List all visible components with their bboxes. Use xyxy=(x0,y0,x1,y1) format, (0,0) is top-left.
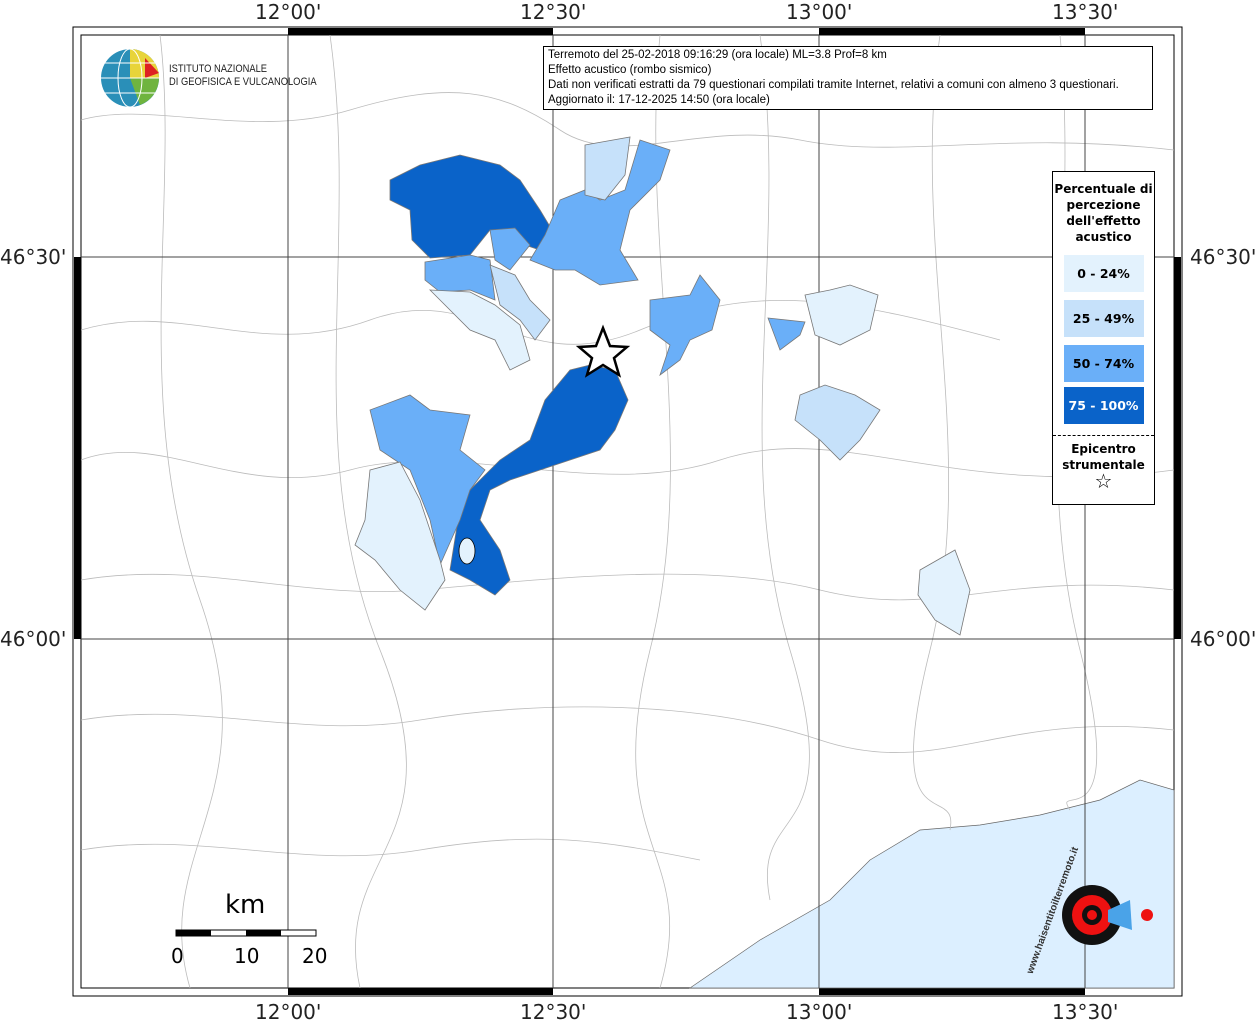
intensity-areas xyxy=(354,136,971,636)
watermark-logo xyxy=(1062,885,1153,945)
lon-label-bottom: 13°00' xyxy=(786,1000,853,1024)
lon-label-top: 12°00' xyxy=(255,0,322,24)
legend-epicenter: Epicentro strumentale ☆ xyxy=(1053,435,1154,493)
area-25-49 xyxy=(794,384,881,461)
grid xyxy=(81,35,1174,988)
area-0-24 xyxy=(354,461,446,611)
lat-label-left: 46°00' xyxy=(0,627,67,651)
area-0-24 xyxy=(917,549,971,636)
area-50-74 xyxy=(649,274,721,377)
lon-label-top: 12°30' xyxy=(520,0,587,24)
area-50-74 xyxy=(767,317,806,351)
area-25-49 xyxy=(489,264,551,341)
epicenter-star-icon xyxy=(575,324,631,378)
ingv-globe-icon xyxy=(101,48,159,108)
scale-unit: km xyxy=(225,890,266,920)
legend-class-75-100: 75 - 100% xyxy=(1063,387,1144,424)
data-note: Dati non verificati estratti da 79 quest… xyxy=(548,79,1119,91)
ingv-logo-text: ISTITUTO NAZIONALE DI GEOFISICA E VULCANO… xyxy=(169,63,317,88)
lat-label-left: 46°30' xyxy=(0,245,67,269)
event-info-box: Terremoto del 25-02-2018 09:16:29 (ora l… xyxy=(543,46,1153,110)
area-0-24 xyxy=(804,284,879,346)
legend-class-50-74: 50 - 74% xyxy=(1063,345,1144,382)
area-50-74 xyxy=(424,254,496,301)
area-25-49 xyxy=(584,136,631,201)
frame-bars xyxy=(74,28,1181,995)
lon-label-top: 13°00' xyxy=(786,0,853,24)
lat-label-right: 46°30' xyxy=(1190,245,1255,269)
municipality-boundaries xyxy=(80,34,1175,989)
lat-label-right: 46°00' xyxy=(1190,627,1255,651)
effect-type: Effetto acustico (rombo sismico) xyxy=(548,64,712,76)
lon-label-bottom: 12°30' xyxy=(520,1000,587,1024)
area-50-74 xyxy=(369,394,486,567)
lon-label-top: 13°30' xyxy=(1052,0,1119,24)
legend-class-25-49: 25 - 49% xyxy=(1063,300,1144,337)
lake xyxy=(458,537,476,565)
star-icon: ☆ xyxy=(1094,469,1113,493)
lon-label-bottom: 13°30' xyxy=(1052,1000,1119,1024)
event-title: Terremoto del 25-02-2018 09:16:29 (ora l… xyxy=(548,49,887,61)
lon-label-bottom: 12°00' xyxy=(255,1000,322,1024)
area-0-24 xyxy=(428,289,531,371)
area-50-74 xyxy=(489,227,531,271)
updated-time: Aggiornato il: 17-12-2025 14:50 (ora loc… xyxy=(548,94,770,106)
legend: Percentuale di percezione dell'effetto a… xyxy=(1052,171,1155,505)
area-50-74 xyxy=(529,139,671,286)
sea xyxy=(688,779,1175,989)
legend-title: Percentuale di percezione dell'effetto a… xyxy=(1054,182,1153,244)
legend-class-0-24: 0 - 24% xyxy=(1063,255,1144,292)
area-75-100 xyxy=(449,364,629,596)
